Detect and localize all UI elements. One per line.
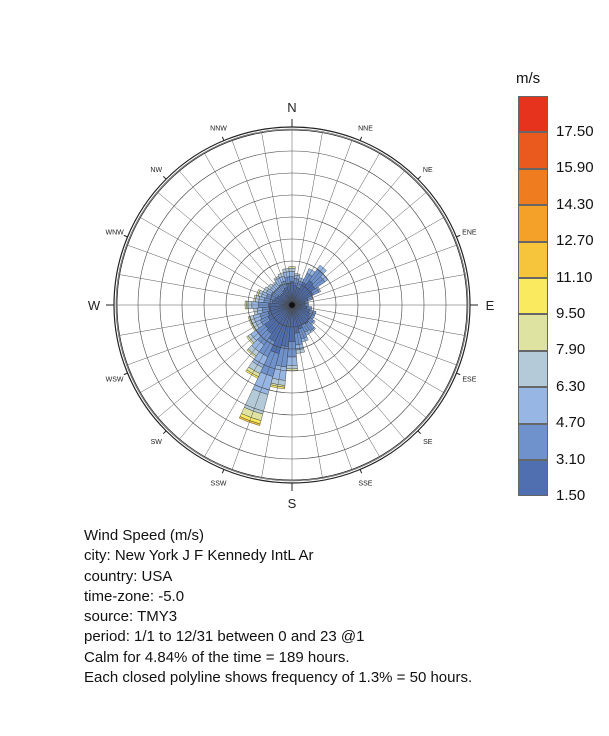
legend-swatch-9 xyxy=(518,423,548,460)
info-rings-note: Each closed polyline shows frequency of … xyxy=(84,669,473,687)
direction-label-s: S xyxy=(288,496,297,511)
legend-label-1: 15.90 xyxy=(556,159,594,177)
direction-label-ene: ENE xyxy=(462,230,477,237)
info-country: country: USA xyxy=(84,567,173,585)
direction-label-ssw: SSW xyxy=(211,480,227,487)
direction-label-n: N xyxy=(287,100,296,115)
legend-swatch-6 xyxy=(518,314,548,351)
spoke-280 xyxy=(119,274,289,305)
tick-ESE xyxy=(456,372,461,376)
legend-swatch-4 xyxy=(518,241,548,278)
spoke-350 xyxy=(261,132,292,302)
spoke-160 xyxy=(293,308,353,470)
legend-label-8: 4.70 xyxy=(556,414,586,432)
legend-label-5: 9.50 xyxy=(556,305,586,322)
spoke-250 xyxy=(127,306,289,366)
direction-label-ese: ESE xyxy=(462,376,476,383)
spoke-100 xyxy=(295,305,465,336)
legend-swatch-8 xyxy=(518,387,548,424)
direction-label-wsw: WSW xyxy=(106,376,124,383)
tick-NE xyxy=(417,175,422,180)
legend-label-4: 11.10 xyxy=(556,268,593,286)
spoke-200 xyxy=(231,308,291,470)
center-dot xyxy=(289,302,295,308)
spoke-70 xyxy=(295,244,457,304)
spoke-260 xyxy=(119,305,289,336)
direction-label-nw: NW xyxy=(150,167,162,174)
spoke-30 xyxy=(293,153,380,302)
legend-title: m/s xyxy=(516,70,541,87)
direction-label-se: SE xyxy=(423,439,433,446)
info-timezone: time-zone: -5.0 xyxy=(84,587,185,605)
spoke-130 xyxy=(294,307,427,418)
tick-SW xyxy=(162,430,167,435)
spoke-150 xyxy=(293,308,380,457)
direction-label-e: E xyxy=(486,298,495,313)
direction-label-sw: SW xyxy=(151,439,163,446)
spoke-290 xyxy=(127,244,289,304)
spoke-230 xyxy=(157,307,290,418)
legend-swatch-0 xyxy=(518,96,548,133)
info-source: source: TMY3 xyxy=(84,608,178,626)
spoke-120 xyxy=(295,306,444,393)
direction-label-w: W xyxy=(88,298,101,313)
info-calm: Calm for 4.84% of the time = 189 hours. xyxy=(84,648,350,666)
legend-label-0: 17.50 xyxy=(556,123,594,140)
legend-swatch-7 xyxy=(518,350,548,388)
legend-label-2: 14.30 xyxy=(556,195,594,213)
frequency-rings xyxy=(113,126,471,484)
spoke-10 xyxy=(292,132,323,302)
legend-swatch-3 xyxy=(518,205,548,242)
spoke-40 xyxy=(294,170,405,303)
spoke-340 xyxy=(231,140,291,302)
tick-NW xyxy=(162,175,167,180)
legend-swatch-2 xyxy=(518,168,548,206)
tick-SSW xyxy=(221,469,225,474)
frequency-ring-8 xyxy=(115,128,469,482)
legend-label-10: 1.50 xyxy=(556,487,586,504)
tick-SSE xyxy=(359,469,363,474)
legend-label-9: 3.10 xyxy=(556,450,586,468)
tick-NNE xyxy=(359,136,363,141)
spoke-50 xyxy=(294,192,427,303)
spoke-330 xyxy=(204,153,291,302)
legend-label-7: 6.30 xyxy=(556,377,586,395)
tick-SE xyxy=(417,430,422,435)
spoke-310 xyxy=(157,192,290,303)
tick-ENE xyxy=(456,234,461,238)
direction-label-sse: SSE xyxy=(358,480,372,487)
spoke-320 xyxy=(179,170,290,303)
tick-WSW xyxy=(123,372,128,376)
spoke-80 xyxy=(295,274,465,305)
direction-labels: N NNE NE ENE E ESE SE SSE S SSW SW WSW W WNW NW NNW xyxy=(88,100,495,511)
legend-label-3: 12.70 xyxy=(556,232,594,250)
legend-swatch-5 xyxy=(518,278,548,315)
legend-label-6: 7.90 xyxy=(556,341,586,359)
direction-label-nnw: NNW xyxy=(210,126,227,133)
spoke-140 xyxy=(294,307,405,440)
station-info: Wind Speed (m/s) city: New York J F Kenn… xyxy=(84,526,472,688)
spoke-210 xyxy=(204,308,291,457)
direction-label-wnw: WNW xyxy=(105,230,124,237)
wind-sectors xyxy=(238,264,329,426)
legend-swatch-1 xyxy=(518,132,548,169)
spoke-60 xyxy=(295,217,444,304)
tick-WNW xyxy=(123,234,128,238)
info-period: period: 1/1 to 12/31 between 0 and 23 @1 xyxy=(84,628,365,646)
spoke-300 xyxy=(140,217,289,304)
direction-label-nne: NNE xyxy=(358,126,373,133)
tick-NNW xyxy=(221,136,225,141)
spoke-190 xyxy=(261,308,292,478)
info-city: city: New York J F Kennedy IntL Ar xyxy=(84,547,314,565)
spoke-220 xyxy=(179,307,290,440)
spoke-110 xyxy=(295,306,457,366)
info-title: Wind Speed (m/s) xyxy=(84,527,205,544)
spoke-20 xyxy=(293,140,353,302)
spoke-240 xyxy=(140,306,289,393)
direction-label-ne: NE xyxy=(423,167,433,174)
legend-swatch-10 xyxy=(518,460,548,497)
spoke-170 xyxy=(292,308,323,478)
